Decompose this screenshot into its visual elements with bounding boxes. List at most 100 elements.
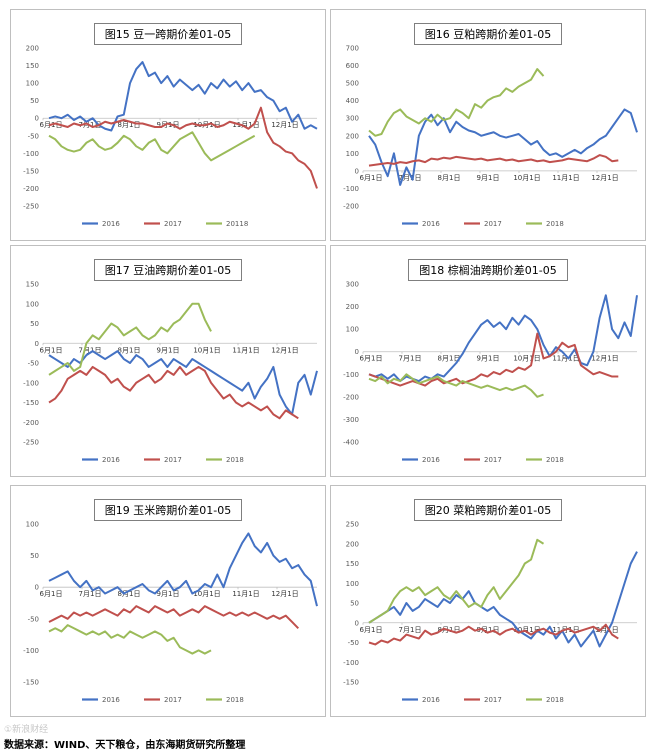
x-tick-label: 8月1日 [438, 174, 461, 182]
y-tick-label: 300 [346, 115, 359, 123]
legend-label: 2016 [422, 696, 440, 704]
x-tick-label: 8月1日 [118, 346, 141, 354]
watermark: ①新浪财经 [4, 725, 49, 735]
x-tick-label: 10月1日 [513, 626, 540, 634]
y-tick-label: 0 [355, 348, 359, 356]
x-tick-label: 11月1日 [232, 121, 259, 129]
y-tick-label: -100 [343, 371, 359, 379]
y-tick-label: 100 [26, 80, 39, 88]
y-tick-label: 700 [346, 45, 359, 53]
legend-label: 2018 [546, 696, 564, 704]
y-tick-label: 100 [346, 580, 359, 588]
x-tick-label: 10月1日 [193, 590, 220, 598]
x-tick-label: 9月1日 [157, 346, 180, 354]
x-tick-label: 8月1日 [118, 590, 141, 598]
y-tick-label: -100 [23, 647, 39, 655]
y-tick-label: -50 [28, 615, 39, 623]
y-tick-label: 150 [26, 62, 39, 70]
series-line-2017 [48, 605, 300, 629]
y-tick-label: -250 [23, 439, 39, 447]
y-tick-label: -150 [23, 399, 39, 407]
series-line-2016 [48, 350, 318, 416]
y-tick-label: -50 [348, 639, 359, 647]
legend-label: 2016 [422, 220, 440, 228]
legend-label: 2017 [164, 456, 182, 464]
y-tick-label: -50 [28, 132, 39, 140]
y-tick-label: -150 [23, 167, 39, 175]
chart-19-svg: 100 50 0 -50 -100 -150 6月1日 7月1日 8月1日 9月1日 10月1日 11… [23, 521, 318, 704]
series-line-20118 [48, 131, 256, 162]
series-line-2018 [48, 624, 212, 655]
y-tick-label: -100 [343, 185, 359, 193]
y-tick-label: 150 [346, 560, 359, 568]
x-tick-label: 11月1日 [232, 346, 259, 354]
y-tick-label: -250 [23, 203, 39, 211]
series-line-2016 [48, 61, 318, 132]
y-tick-label: 50 [350, 600, 359, 608]
x-tick-label: 12月1日 [591, 174, 618, 182]
y-tick-label: 100 [26, 300, 39, 308]
x-tick-label: 7月1日 [79, 346, 102, 354]
y-tick-label: -300 [343, 416, 359, 424]
y-tick-label: -100 [23, 150, 39, 158]
x-tick-label: 6月1日 [40, 346, 63, 354]
y-tick-label: 50 [30, 552, 39, 560]
x-tick-label: 11月1日 [552, 174, 579, 182]
y-tick-label: 50 [30, 97, 39, 105]
y-tick-label: 200 [346, 303, 359, 311]
series-line-2016 [368, 108, 638, 186]
y-tick-label: 200 [346, 540, 359, 548]
y-tick-label: 100 [346, 326, 359, 334]
chart-panel-16: 图16 豆粕跨期价差01-05 700 600 500 400 300 200 100 0 -1… [330, 9, 646, 241]
chart-16-svg: 700 600 500 400 300 200 100 0 -100 -200 6月1日 7月1日 8月… [343, 45, 638, 228]
y-tick-label: -150 [343, 679, 359, 687]
legend-label: 2016 [102, 456, 120, 464]
series-line-2018 [368, 538, 545, 624]
source-note: 数据来源：WIND、天下粮仓，由东海期货研究所整理 [4, 740, 246, 751]
legend-label: 2018 [546, 456, 564, 464]
y-tick-label: -200 [23, 419, 39, 427]
chart-panel-20: 图20 菜粕跨期价差01-05 250 200 150 100 50 0 -50 -100 -1… [330, 485, 646, 717]
series-line-2017 [368, 154, 619, 167]
x-tick-label: 10月1日 [193, 346, 220, 354]
legend-label: 20118 [226, 220, 248, 228]
y-tick-label: 0 [35, 340, 39, 348]
series-line-2018 [48, 302, 212, 376]
series-line-2016 [368, 551, 638, 648]
y-tick-label: 100 [346, 150, 359, 158]
series-line-2016 [48, 532, 318, 607]
series-line-2017 [48, 106, 318, 189]
x-tick-label: 12月1日 [271, 346, 298, 354]
series-line-2016 [368, 294, 638, 383]
legend-label: 2017 [484, 456, 502, 464]
y-tick-label: 200 [346, 132, 359, 140]
y-tick-label: 50 [30, 320, 39, 328]
y-tick-label: 0 [35, 115, 39, 123]
y-tick-label: 0 [355, 619, 359, 627]
x-tick-label: 6月1日 [360, 174, 383, 182]
series-line-2018 [368, 68, 545, 137]
x-tick-label: 8月1日 [118, 121, 141, 129]
chart-panel-17: 图17 豆油跨期价差01-05 150 100 50 0 -50 -100 -150 -200… [10, 245, 326, 477]
y-tick-label: -200 [343, 203, 359, 211]
chart-panel-18: 图18 棕榈油跨期价差01-05 300 200 100 0 -100 -200 -300-… [330, 245, 646, 477]
y-tick-label: -100 [23, 379, 39, 387]
series-line-2017 [368, 623, 619, 646]
x-tick-label: 6月1日 [40, 590, 63, 598]
legend-label: 2018 [226, 696, 244, 704]
x-tick-label: 9月1日 [157, 121, 180, 129]
y-tick-label: -50 [28, 360, 39, 368]
legend-label: 2016 [102, 696, 120, 704]
x-tick-label: 6月1日 [360, 355, 383, 363]
chart-18-svg: 300 200 100 0 -100 -200 -300 -400 6月1日 7月1日 8月1日 9月… [343, 281, 638, 464]
y-tick-label: 150 [26, 281, 39, 289]
x-tick-label: 12月1日 [591, 355, 618, 363]
x-tick-label: 7月1日 [399, 626, 422, 634]
legend-label: 2017 [484, 220, 502, 228]
legend-label: 2017 [164, 220, 182, 228]
y-tick-label: -150 [23, 679, 39, 687]
legend-label: 2016 [102, 220, 120, 228]
y-tick-label: -400 [343, 439, 359, 447]
